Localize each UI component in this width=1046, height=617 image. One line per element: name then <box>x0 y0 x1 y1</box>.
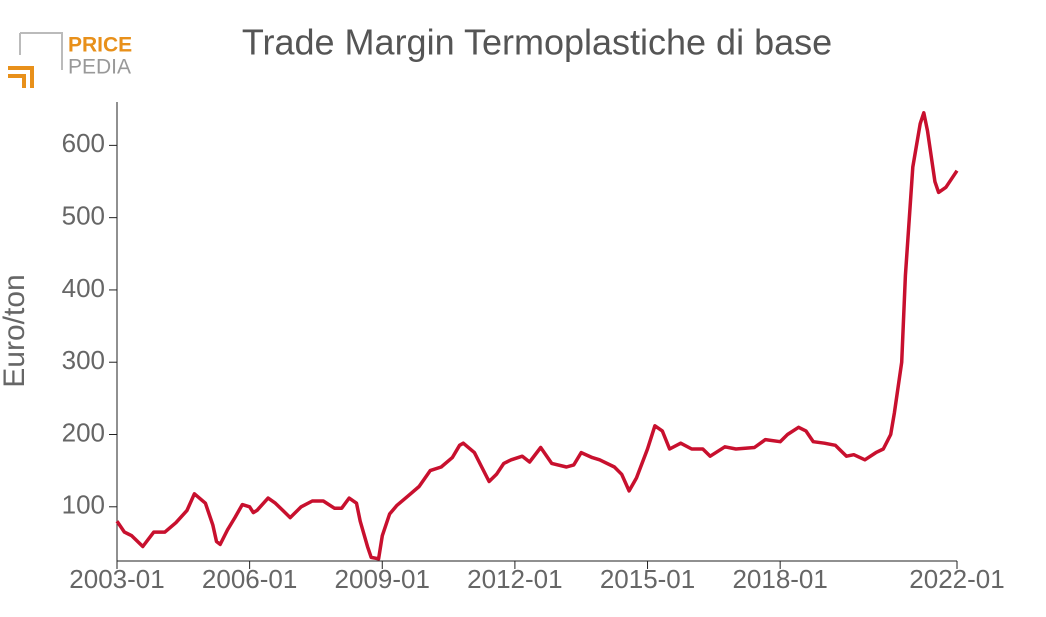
y-tick-label: 300 <box>62 345 105 375</box>
logo-top: PRICE <box>68 34 132 57</box>
y-tick-label: 500 <box>62 201 105 231</box>
logo: PRICE PEDIA <box>8 32 132 88</box>
y-tick-label: 400 <box>62 273 105 303</box>
x-tick-label: 2003-01 <box>69 564 164 594</box>
chart-title: Trade Margin Termoplastiche di base <box>242 22 832 63</box>
y-tick-label: 600 <box>62 128 105 158</box>
x-tick-label: 2015-01 <box>600 564 695 594</box>
y-tick-label: 100 <box>62 490 105 520</box>
line-series <box>115 111 959 561</box>
x-tick-label: 2012-01 <box>467 564 562 594</box>
x-tick-label: 2006-01 <box>202 564 297 594</box>
logo-bottom: PEDIA <box>68 56 131 79</box>
y-tick-label: 200 <box>62 417 105 447</box>
x-tick-label: 2009-01 <box>335 564 430 594</box>
x-tick-label: 2022-01 <box>909 564 1004 594</box>
y-axis-label: Euro/ton <box>0 274 31 387</box>
x-tick-label: 2018-01 <box>732 564 827 594</box>
